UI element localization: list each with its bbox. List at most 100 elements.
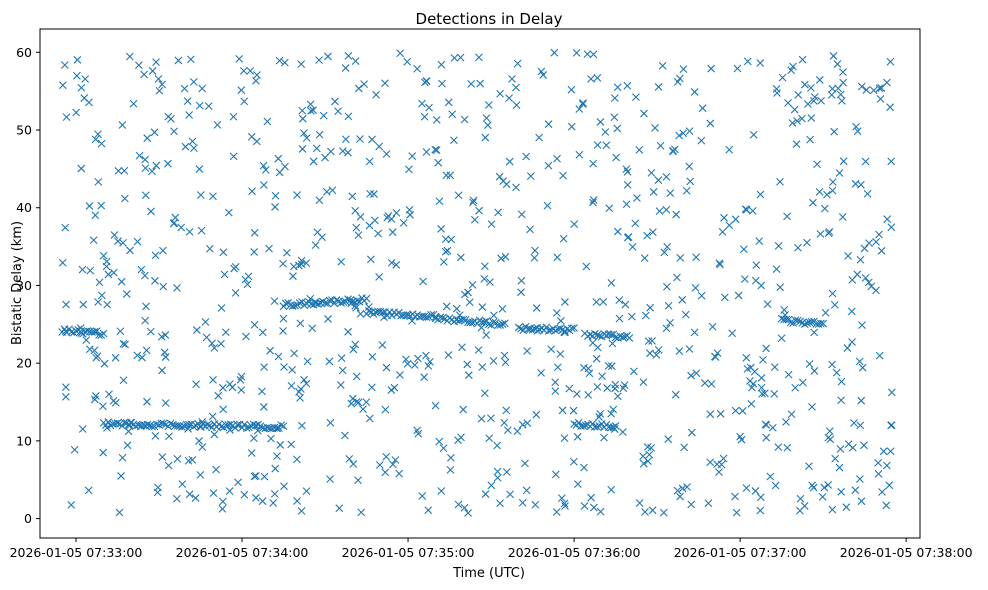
data-point	[444, 351, 453, 359]
data-point	[611, 333, 620, 342]
data-point	[643, 443, 652, 451]
data-point	[786, 318, 795, 327]
data-point	[598, 372, 606, 381]
data-point	[837, 487, 846, 496]
data-point	[258, 387, 266, 396]
data-point	[673, 273, 681, 282]
data-point	[104, 270, 113, 279]
data-point	[683, 483, 691, 491]
data-point	[434, 158, 443, 167]
data-point	[725, 221, 734, 230]
data-point	[258, 497, 267, 506]
data-point	[877, 84, 886, 92]
data-point	[108, 420, 117, 428]
data-point	[89, 236, 98, 245]
data-point	[496, 89, 504, 98]
data-point	[439, 444, 448, 453]
data-point	[395, 371, 404, 379]
data-point	[654, 346, 663, 354]
data-point	[664, 301, 673, 310]
data-point	[466, 318, 475, 327]
data-point	[382, 150, 391, 158]
data-point	[403, 359, 412, 368]
data-point	[613, 392, 622, 401]
data-point	[349, 345, 358, 354]
data-point	[559, 234, 568, 243]
data-point	[565, 384, 574, 393]
data-point	[662, 205, 671, 214]
data-point	[843, 344, 852, 352]
data-point	[383, 213, 392, 222]
data-point	[882, 501, 891, 510]
data-point	[395, 469, 404, 478]
data-point	[481, 133, 490, 142]
data-point	[326, 418, 335, 427]
data-point	[354, 476, 362, 485]
data-point	[228, 383, 237, 392]
data-point	[448, 110, 457, 119]
data-point	[135, 151, 144, 160]
data-point	[118, 422, 126, 430]
data-point	[387, 215, 396, 223]
data-point	[123, 441, 132, 450]
data-point	[81, 75, 90, 83]
data-point	[570, 324, 578, 332]
data-point	[791, 316, 800, 325]
data-point	[652, 350, 661, 359]
data-point	[861, 273, 870, 282]
data-point	[456, 253, 465, 262]
data-point	[803, 238, 811, 247]
data-point	[639, 459, 648, 468]
data-point	[181, 142, 190, 151]
data-point	[851, 486, 860, 495]
data-point	[578, 100, 587, 108]
data-point	[808, 403, 816, 411]
data-point	[165, 432, 173, 441]
data-point	[553, 154, 561, 163]
data-point	[166, 419, 175, 428]
data-point	[599, 297, 608, 306]
data-point	[173, 421, 182, 430]
data-point	[322, 187, 331, 196]
data-point	[625, 334, 634, 342]
data-point	[366, 255, 375, 264]
data-point	[141, 191, 150, 200]
data-point	[853, 270, 862, 279]
data-point	[670, 145, 679, 154]
data-point	[297, 260, 306, 269]
data-point	[58, 258, 67, 267]
data-point	[113, 419, 122, 427]
data-point	[623, 181, 632, 189]
data-point	[517, 210, 526, 219]
data-point	[855, 357, 864, 366]
data-point	[560, 499, 569, 508]
data-point	[707, 64, 716, 73]
data-point	[493, 441, 501, 450]
data-point	[83, 326, 92, 335]
data-point	[111, 353, 120, 362]
data-point	[782, 315, 791, 324]
data-point	[825, 427, 834, 436]
data-point	[85, 202, 94, 210]
x-axis-label: Time (UTC)	[452, 566, 525, 581]
y-tick-label: 0	[24, 511, 32, 526]
data-point	[691, 283, 700, 292]
data-point	[713, 460, 721, 469]
data-point	[382, 452, 391, 461]
data-point	[784, 98, 792, 107]
data-point	[480, 274, 489, 283]
data-point	[375, 273, 384, 281]
data-point	[444, 98, 453, 107]
data-point	[91, 211, 100, 220]
data-point	[233, 420, 242, 429]
data-point	[860, 441, 868, 450]
data-point	[680, 443, 689, 452]
data-point	[366, 189, 374, 198]
data-point	[679, 65, 688, 73]
data-point	[464, 509, 473, 517]
data-point	[141, 164, 150, 172]
data-point	[826, 435, 835, 444]
data-point	[280, 363, 288, 371]
data-point	[620, 332, 629, 341]
data-point	[163, 159, 172, 168]
